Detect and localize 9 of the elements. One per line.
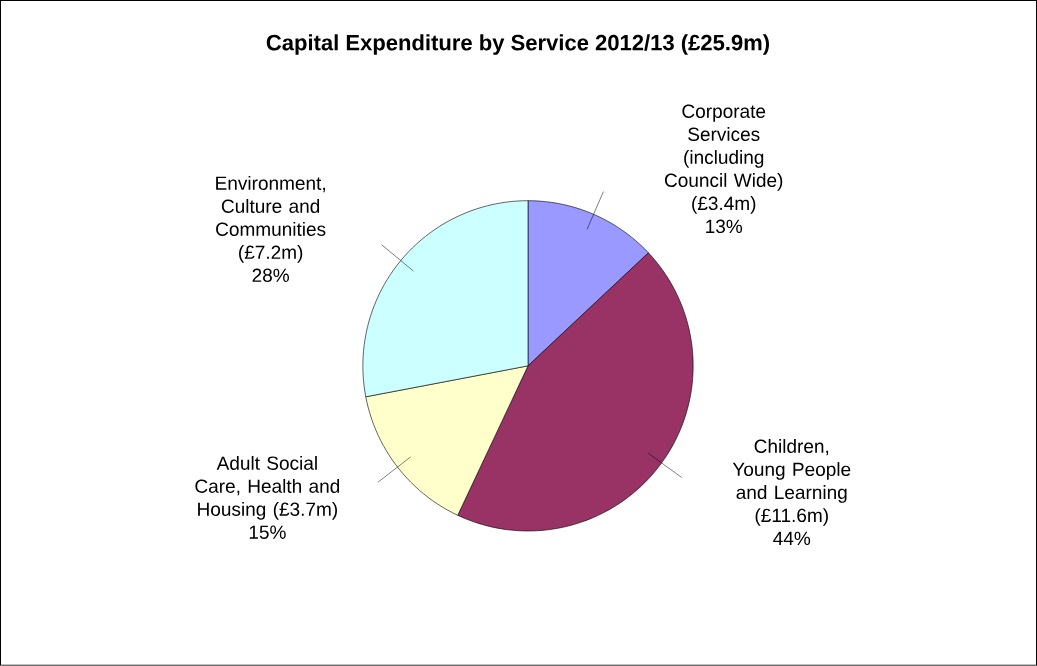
slice-label: Children, Young People and Learning (£11.6m) (732, 439, 851, 527)
data-label: 13% (706, 219, 743, 234)
data-label: 15% (249, 525, 286, 540)
chart-title: Capital Expenditure by Service 2012/13 (£25.9m) (266, 34, 769, 55)
legend-label: Adult Social Care, Health and Housing (£3.7m) (195, 456, 340, 520)
slice-label: Environment, Culture and Communities (£7.2m) (216, 176, 326, 263)
data-label: 28% (252, 268, 289, 283)
slice-label: Corporate Services (including Council Wide) (£3.4m) (664, 104, 783, 214)
data-label: 44% (773, 531, 811, 546)
